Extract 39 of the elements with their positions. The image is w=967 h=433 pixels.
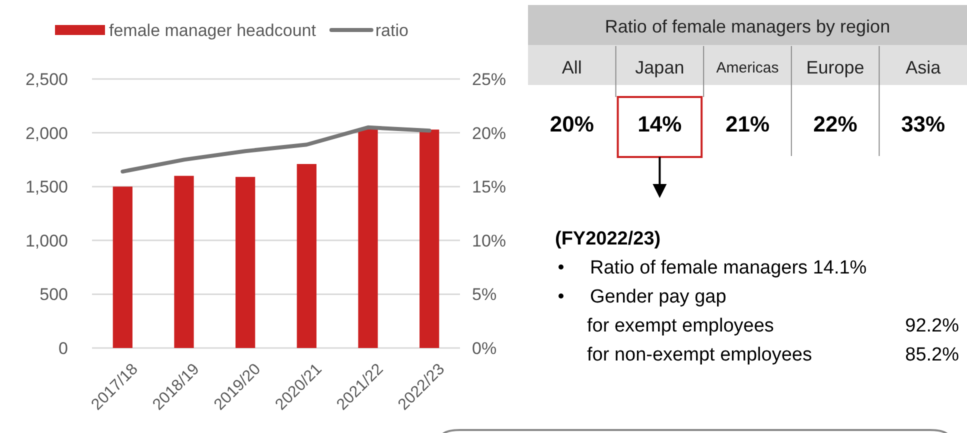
text: 33% xyxy=(901,112,946,137)
y2-tick-label: 10% xyxy=(472,231,506,250)
bar xyxy=(112,186,132,348)
text: 21% xyxy=(725,112,770,137)
category-label: Americas xyxy=(716,59,779,76)
bar xyxy=(420,130,440,348)
y2-tick-label: 5% xyxy=(472,285,497,304)
text: 22% xyxy=(813,112,858,137)
legend-label: female manager headcount xyxy=(109,20,316,40)
text: 14% xyxy=(638,112,682,137)
text: Ratio of female managers 14.1% xyxy=(590,258,867,279)
bar xyxy=(296,164,316,348)
category-label: All xyxy=(562,57,582,78)
legend-label: ratio xyxy=(375,20,408,40)
category-label: Japan xyxy=(635,57,684,78)
text: Ratio of female managers by region xyxy=(604,16,890,36)
bar xyxy=(174,176,194,348)
y-tick-label: 1,000 xyxy=(25,231,68,250)
y2-tick-label: 15% xyxy=(472,178,506,197)
y2-tick-label: 25% xyxy=(472,70,506,89)
y-tick-label: 2,000 xyxy=(25,124,68,143)
text: for exempt employees xyxy=(587,316,774,337)
text: 85.2% xyxy=(905,344,960,366)
y2-tick-label: 20% xyxy=(472,124,506,143)
y-tick-label: 2,500 xyxy=(25,70,68,89)
bar xyxy=(358,128,378,348)
text: (FY2022/23) xyxy=(555,228,661,250)
line-series xyxy=(120,125,432,174)
text: Gender pay gap xyxy=(590,286,726,308)
y-tick-label: 500 xyxy=(40,285,68,304)
text: for non-exempt employees xyxy=(587,344,812,366)
text: 92.2% xyxy=(905,316,960,337)
category-label: Asia xyxy=(906,57,942,78)
text: 20% xyxy=(550,112,594,137)
bar xyxy=(236,176,256,348)
category-label: Europe xyxy=(806,57,864,78)
y-tick-label: 1,500 xyxy=(25,178,68,197)
y-tick-label: 0 xyxy=(58,338,68,358)
y2-tick-label: 0% xyxy=(472,338,497,358)
